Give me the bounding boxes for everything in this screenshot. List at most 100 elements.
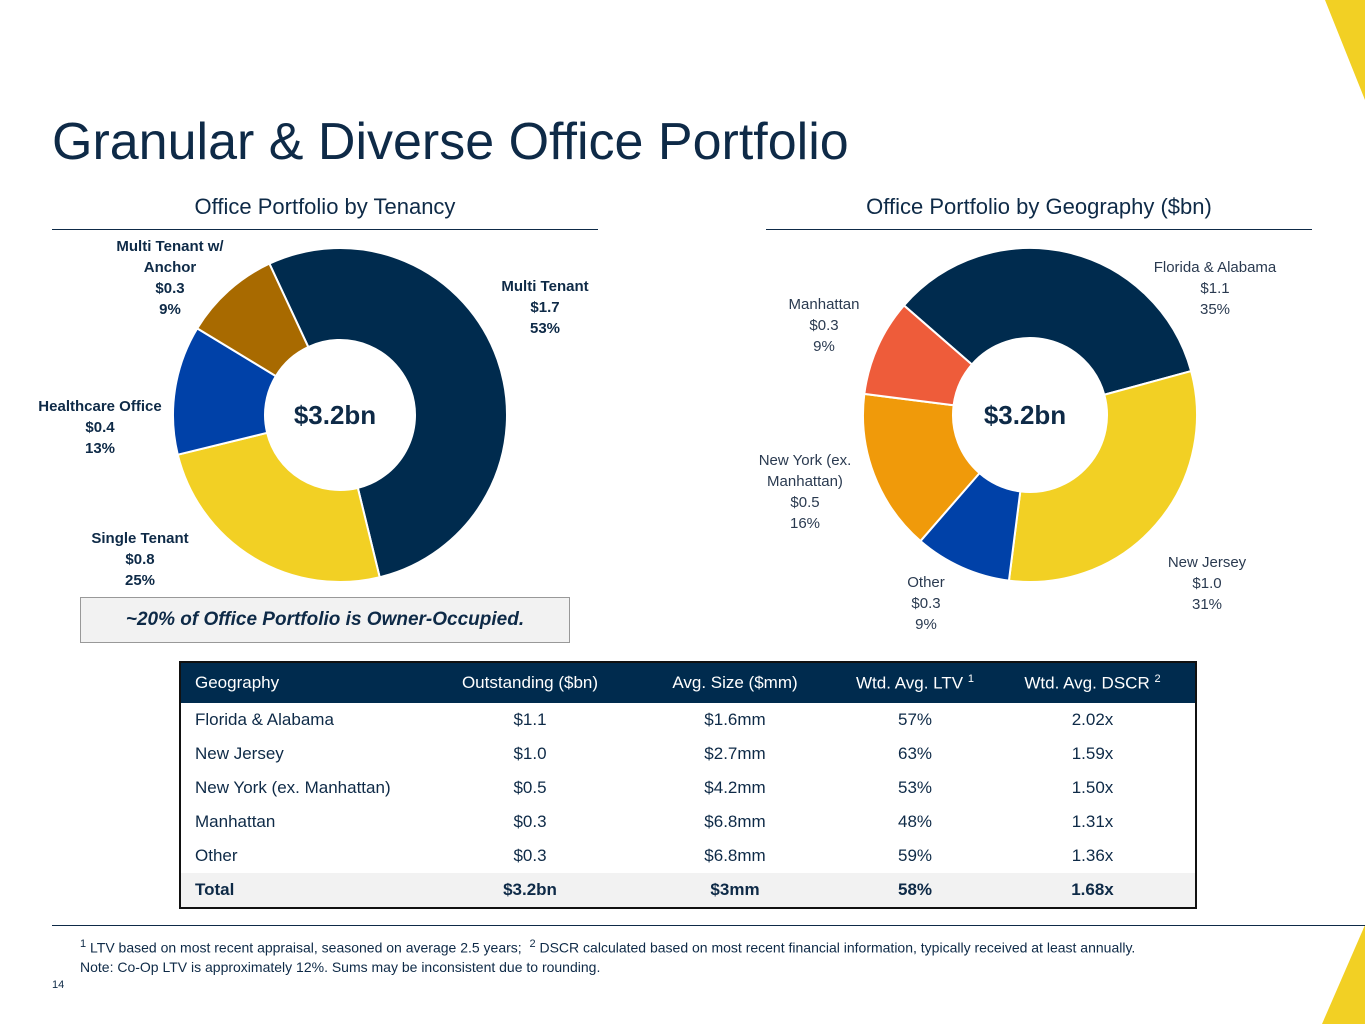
- column-header: Outstanding ($bn): [430, 662, 630, 703]
- table-cell: $0.3: [513, 812, 547, 831]
- table-cell: Manhattan: [195, 812, 276, 831]
- header-text: Outstanding ($bn): [461, 673, 599, 692]
- header-text: Geography: [195, 673, 280, 692]
- table-cell: 1.59x: [1071, 744, 1114, 763]
- donut-slice: [195, 262, 310, 378]
- value-label: $0.3: [809, 317, 839, 334]
- decor-triangle: [1322, 925, 1365, 1024]
- table-row: New Jersey $1.0 $2.7mm 63% 1.59x: [180, 737, 1196, 771]
- donut-slice: [1007, 369, 1198, 584]
- donut-slice: [268, 247, 508, 579]
- table-row: New York (ex. Manhattan) $0.5 $4.2mm 53% 1.5…: [180, 771, 1196, 805]
- total-row: Total $3.2bn $3mm 58% 1.68x: [180, 873, 1196, 908]
- table: Geography Outstanding ($bn) Avg. Size ($mm…: [179, 661, 1197, 909]
- share-label: 16%: [789, 515, 821, 532]
- value-label: $0.3: [911, 595, 941, 612]
- table-cell: $0.3: [513, 846, 547, 865]
- slice-label: Florida & Alabama $1.1 35%: [1140, 257, 1290, 320]
- rule: [52, 229, 598, 230]
- table-cell: New York (ex. Manhattan): [195, 778, 391, 797]
- table-cell: 59%: [897, 846, 933, 865]
- footnote-mark: 2: [529, 938, 536, 950]
- table-row: Manhattan $0.3 $6.8mm 48% 1.31x: [180, 805, 1196, 839]
- share-label: 25%: [124, 572, 156, 589]
- table-cell: $6.8mm: [704, 812, 766, 831]
- footnotes: 1 LTV based on most recent appraisal, se…: [80, 935, 1135, 977]
- header-text: Avg. Size ($mm): [672, 673, 798, 692]
- category-label: Multi Tenant w/ Anchor: [116, 238, 224, 276]
- header-note: 1: [967, 672, 974, 685]
- table-cell: $1.1: [513, 710, 547, 729]
- table-cell: 1.31x: [1071, 812, 1114, 831]
- table-row: Other $0.3 $6.8mm 59% 1.36x: [180, 839, 1196, 873]
- table-cell: $2.7mm: [704, 744, 766, 763]
- table-cell: 53%: [897, 778, 933, 797]
- column-header: Avg. Size ($mm): [630, 662, 840, 703]
- table-cell: $0.5: [513, 778, 547, 797]
- table-cell: 57%: [897, 710, 933, 729]
- share-label: 53%: [529, 320, 561, 337]
- footnote: LTV based on most recent appraisal, seas…: [90, 939, 522, 956]
- category-label: Manhattan: [788, 296, 860, 313]
- category-label: New Jersey: [1167, 554, 1247, 571]
- column-header: Wtd. Avg. DSCR 2: [990, 662, 1196, 703]
- value-label: $1.7: [530, 299, 560, 316]
- category-label: Florida & Alabama: [1153, 259, 1277, 276]
- category-label: Other: [907, 574, 945, 591]
- table-cell: Other: [195, 846, 238, 865]
- header-row: Geography Outstanding ($bn) Avg. Size ($mm…: [180, 662, 1196, 703]
- chart-title: Office Portfolio by Tenancy: [194, 194, 456, 219]
- value-label: $0.3: [155, 280, 185, 297]
- slice-label: Single Tenant $0.8 25%: [80, 528, 200, 591]
- table-cell: $6.8mm: [704, 846, 766, 865]
- slice-label: Manhattan $0.3 9%: [769, 294, 879, 357]
- slice-label: Multi Tenant w/ Anchor $0.3 9%: [115, 236, 225, 320]
- donut-slice: [902, 247, 1193, 396]
- category-label: Multi Tenant: [501, 278, 589, 295]
- slice-label: New York (ex. Manhattan) $0.5 16%: [745, 450, 865, 534]
- table-cell: 2.02x: [1071, 710, 1114, 729]
- donut-slice: [176, 431, 381, 583]
- share-label: 13%: [84, 440, 116, 457]
- share-label: 31%: [1191, 596, 1223, 613]
- table-cell: 1.68x: [990, 873, 1196, 908]
- table-cell: New Jersey: [195, 744, 284, 763]
- footnote: DSCR calculated based on most recent fin…: [539, 939, 1136, 956]
- category-label: Single Tenant: [91, 530, 189, 547]
- table-cell: 63%: [897, 744, 933, 763]
- rule: [766, 229, 1312, 230]
- table-cell: 48%: [897, 812, 933, 831]
- slice-label: New Jersey $1.0 31%: [1152, 552, 1262, 615]
- table-cell: Florida & Alabama: [195, 710, 334, 729]
- donut-slice: [863, 304, 974, 407]
- slice-label: Multi Tenant $1.7 53%: [485, 276, 605, 339]
- category-label: New York (ex. Manhattan): [758, 452, 852, 490]
- table-cell: 58%: [840, 873, 990, 908]
- slice-label: Other $0.3 9%: [886, 572, 966, 635]
- header-text: Wtd. Avg. DSCR: [1024, 673, 1150, 693]
- table-cell: $3mm: [630, 873, 840, 908]
- slide-title: Granular & Diverse Office Portfolio: [52, 113, 849, 171]
- rule: [52, 925, 1365, 926]
- slice-label: Healthcare Office $0.4 13%: [25, 396, 175, 459]
- table-cell: $1.0: [513, 744, 547, 763]
- table-cell: 1.36x: [1071, 846, 1114, 865]
- category-label: Healthcare Office: [38, 398, 162, 415]
- share-label: 9%: [915, 616, 937, 633]
- table-cell: $3.2bn: [430, 873, 630, 908]
- value-label: $1.0: [1192, 575, 1222, 592]
- column-header: Geography: [180, 662, 430, 703]
- header-note: 2: [1154, 672, 1161, 685]
- chart-title: Office Portfolio by Geography ($bn): [866, 194, 1212, 219]
- share-label: 9%: [813, 338, 835, 355]
- table-cell: $1.6mm: [704, 710, 766, 729]
- value-label: $1.1: [1200, 280, 1230, 297]
- value-label: $0.4: [85, 419, 115, 436]
- center-label: $3.2bn: [984, 400, 1066, 430]
- value-label: $0.8: [125, 551, 155, 568]
- note: Note: Co-Op LTV is approximately 12%. Su…: [80, 958, 601, 975]
- table-cell: 1.50x: [1071, 778, 1114, 797]
- value-label: $0.5: [790, 494, 820, 511]
